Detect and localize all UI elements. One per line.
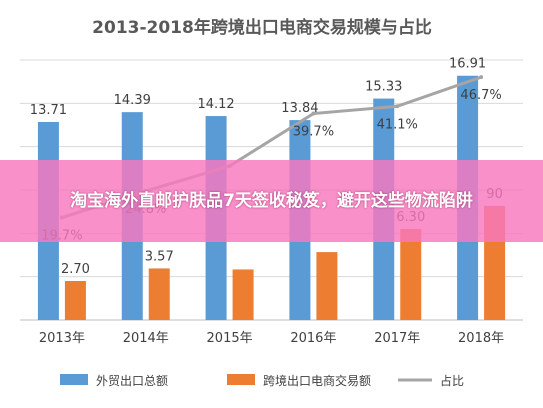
x-tick-label: 2017年 — [374, 331, 420, 346]
bar-value-label: 3.57 — [145, 249, 174, 264]
overlay-banner[interactable]: 淘宝海外直邮护肤品7天签收秘笈，避开这些物流陷阱 — [0, 160, 543, 242]
legend-label: 外贸出口总额 — [96, 374, 168, 388]
share-point — [311, 111, 316, 116]
legend-label: 跨境出口电商交易额 — [263, 373, 371, 388]
x-tick-label: 2015年 — [207, 331, 253, 346]
legend: 外贸出口总额 跨境出口电商交易额 占比 — [60, 373, 464, 388]
bar-value-label: 14.39 — [114, 93, 151, 108]
share-value-label: 46.7% — [460, 88, 501, 103]
bar-value-label: 14.12 — [197, 97, 234, 112]
x-tick-label: 2013年 — [39, 331, 85, 346]
bar-value-label: 15.33 — [365, 80, 402, 95]
legend-swatch — [227, 374, 255, 385]
bar-value-label: 13.84 — [281, 101, 318, 116]
bar-value-label: 2.70 — [61, 262, 90, 277]
share-value-label: 39.7% — [293, 125, 334, 140]
x-axis-ticks: 2013年 2014年 2015年 2016年 2017年 2018年 — [39, 331, 504, 346]
banner-text[interactable]: 淘宝海外直邮护肤品7天签收秘笈，避开这些物流陷阱 — [70, 191, 473, 211]
share-value-label: 41.1% — [377, 117, 418, 132]
x-tick-label: 2018年 — [458, 331, 504, 346]
share-point — [395, 104, 400, 109]
chart-title: 2013-2018年跨境出口电商交易规模与占比 — [92, 17, 432, 38]
bar-ecommerce — [400, 229, 422, 320]
share-point — [479, 75, 484, 80]
x-tick-label: 2014年 — [123, 331, 169, 346]
x-tick-label: 2016年 — [290, 331, 336, 346]
bar-ecommerce — [232, 269, 254, 320]
bar-ecommerce — [148, 268, 170, 320]
bar-ecommerce — [316, 252, 338, 320]
bar-value-label: 16.91 — [449, 57, 486, 72]
bar-ecommerce — [64, 281, 86, 320]
legend-label: 占比 — [440, 373, 464, 388]
bar-value-label: 13.71 — [30, 103, 67, 118]
legend-swatch — [60, 374, 88, 385]
